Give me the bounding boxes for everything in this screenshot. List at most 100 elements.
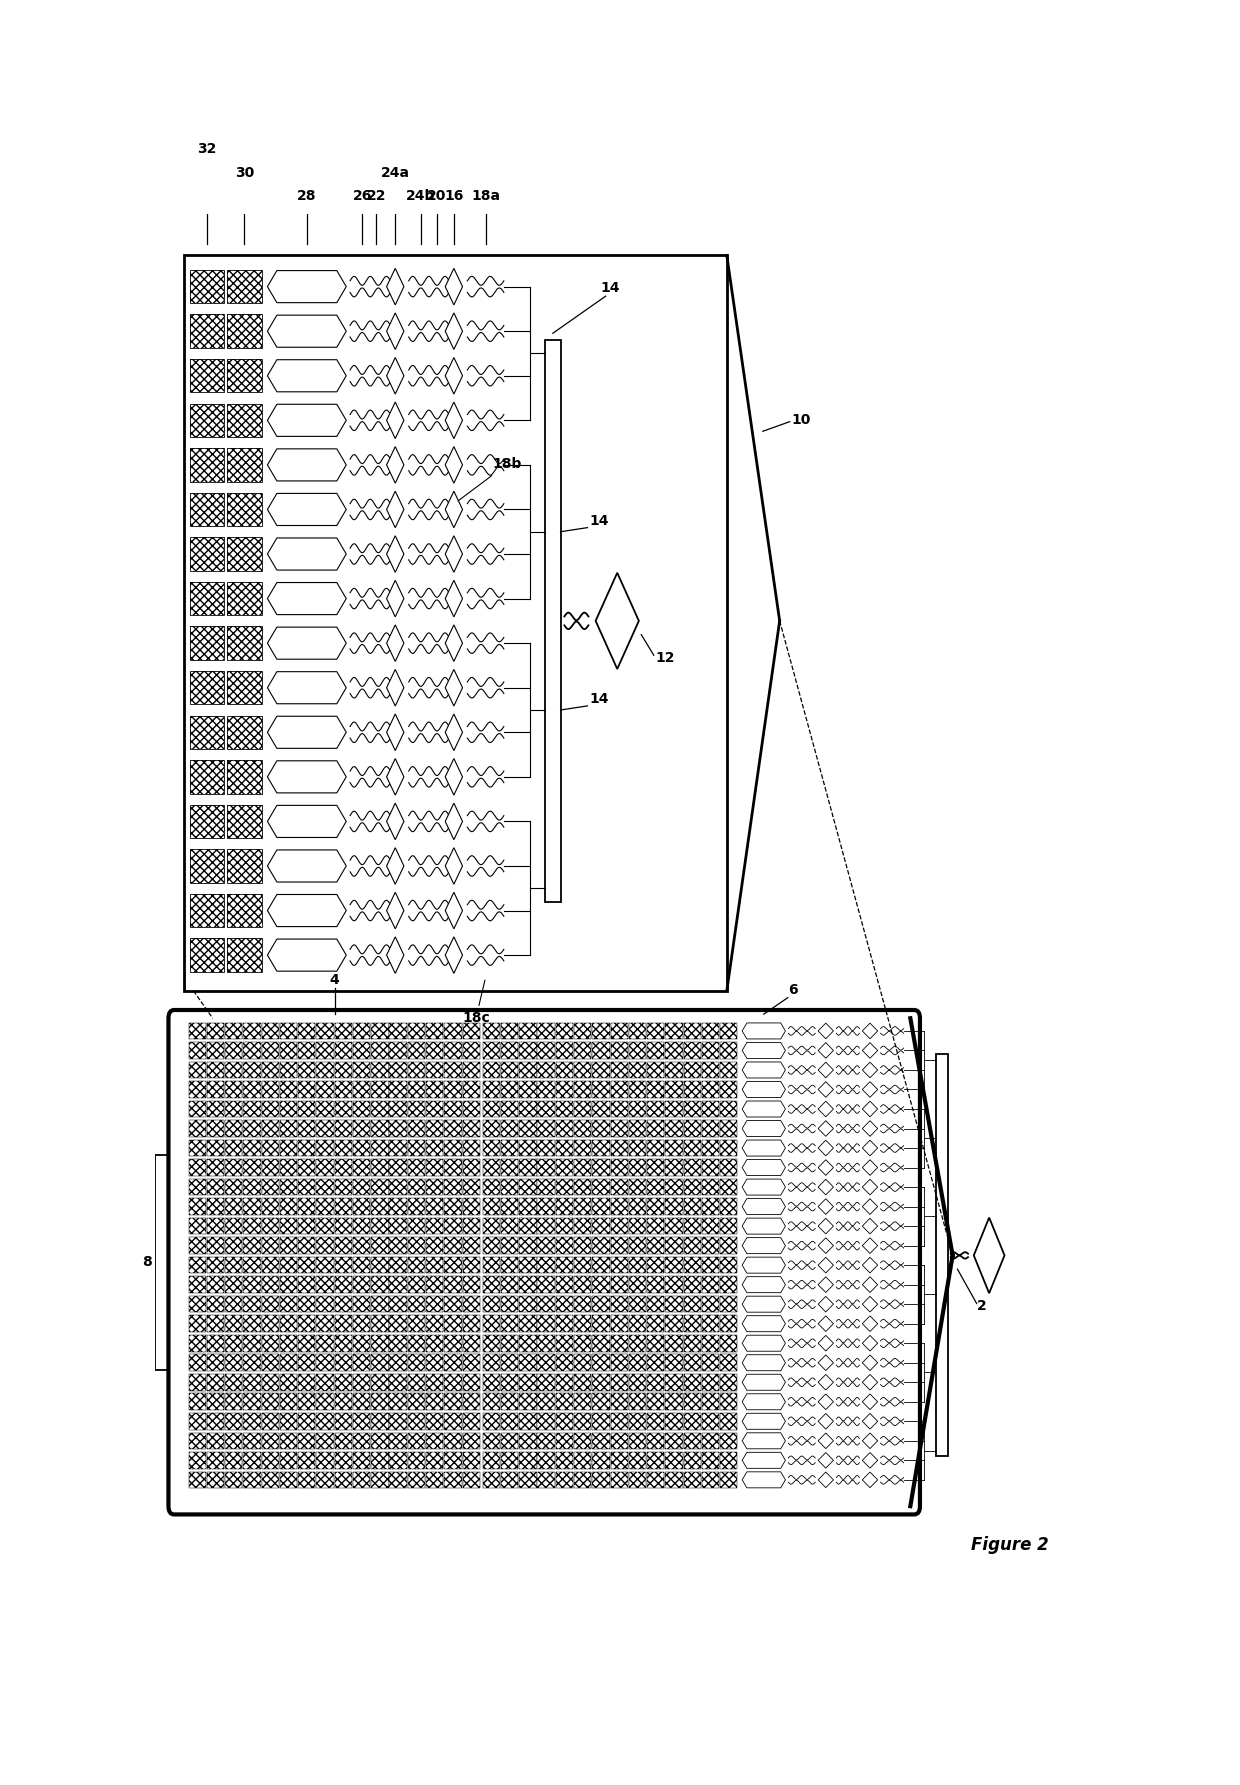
Bar xyxy=(556,1178,573,1196)
Bar xyxy=(226,1198,243,1216)
Polygon shape xyxy=(862,1219,878,1233)
Polygon shape xyxy=(818,1414,833,1430)
Bar xyxy=(444,1471,461,1489)
Polygon shape xyxy=(445,536,463,573)
Bar xyxy=(298,1158,315,1176)
Bar xyxy=(593,1141,610,1157)
Bar xyxy=(188,1433,206,1449)
Bar xyxy=(702,1198,719,1216)
Bar xyxy=(316,1394,334,1410)
Bar xyxy=(298,1394,315,1410)
Bar xyxy=(262,1471,279,1489)
Bar xyxy=(482,1296,500,1312)
Polygon shape xyxy=(818,1237,833,1253)
Bar xyxy=(537,1374,554,1391)
Bar xyxy=(353,1316,371,1332)
Bar xyxy=(408,1237,425,1253)
Bar xyxy=(262,1082,279,1098)
Bar xyxy=(389,1451,407,1469)
Bar xyxy=(702,1042,719,1059)
Bar xyxy=(243,1023,260,1039)
Bar xyxy=(262,1198,279,1216)
Bar xyxy=(408,1451,425,1469)
Bar xyxy=(683,1316,701,1332)
Bar xyxy=(371,1237,388,1253)
Bar xyxy=(501,1296,518,1312)
Bar xyxy=(666,1394,682,1410)
Bar xyxy=(501,1217,518,1235)
Bar xyxy=(335,1355,352,1371)
Bar xyxy=(546,341,560,901)
Bar xyxy=(666,1433,682,1449)
Bar xyxy=(463,1198,480,1216)
Bar xyxy=(298,1335,315,1351)
Bar xyxy=(463,1101,480,1117)
Bar xyxy=(389,1355,407,1371)
Polygon shape xyxy=(743,1082,785,1098)
Bar xyxy=(262,1414,279,1430)
Bar xyxy=(280,1257,298,1273)
Bar xyxy=(298,1257,315,1273)
Bar xyxy=(389,1374,407,1391)
Bar xyxy=(463,1335,480,1351)
Bar xyxy=(427,1433,444,1449)
Bar xyxy=(243,1158,260,1176)
Bar xyxy=(537,1023,554,1039)
Bar xyxy=(501,1101,518,1117)
Bar xyxy=(610,1042,627,1059)
Bar xyxy=(188,1158,206,1176)
Bar xyxy=(520,1451,537,1469)
Bar xyxy=(482,1062,500,1078)
Bar xyxy=(335,1355,352,1371)
Bar xyxy=(702,1158,719,1176)
Bar xyxy=(262,1237,279,1253)
Bar xyxy=(262,1451,279,1469)
Bar xyxy=(593,1316,610,1332)
Bar xyxy=(262,1198,279,1216)
Bar xyxy=(226,1178,243,1196)
Bar xyxy=(371,1355,388,1371)
Bar xyxy=(188,1394,206,1410)
Bar xyxy=(647,1451,665,1469)
Polygon shape xyxy=(818,1042,833,1059)
Bar xyxy=(243,1178,260,1196)
Bar xyxy=(593,1062,610,1078)
Bar xyxy=(408,1433,425,1449)
Bar xyxy=(556,1101,573,1117)
Bar xyxy=(353,1394,371,1410)
Bar xyxy=(593,1374,610,1391)
Bar xyxy=(188,1082,206,1098)
Bar xyxy=(262,1296,279,1312)
Polygon shape xyxy=(743,1394,785,1410)
Bar xyxy=(629,1471,646,1489)
Bar xyxy=(298,1237,315,1253)
Bar xyxy=(647,1414,665,1430)
Polygon shape xyxy=(743,1355,785,1371)
Bar xyxy=(482,1471,500,1489)
Polygon shape xyxy=(818,1394,833,1410)
Bar xyxy=(227,939,262,971)
Bar xyxy=(389,1141,407,1157)
Bar xyxy=(482,1374,500,1391)
Bar xyxy=(427,1023,444,1039)
Bar xyxy=(335,1141,352,1157)
Bar xyxy=(188,1414,206,1430)
Bar xyxy=(280,1217,298,1235)
Bar xyxy=(666,1178,682,1196)
Bar xyxy=(280,1316,298,1332)
Bar xyxy=(188,1276,206,1292)
Bar xyxy=(243,1121,260,1137)
Bar xyxy=(520,1023,537,1039)
Bar xyxy=(427,1121,444,1137)
Bar xyxy=(262,1471,279,1489)
Bar xyxy=(243,1316,260,1332)
Bar xyxy=(444,1374,461,1391)
Bar xyxy=(371,1198,388,1216)
Bar xyxy=(298,1023,315,1039)
Bar xyxy=(666,1433,682,1449)
Bar xyxy=(647,1023,665,1039)
Bar xyxy=(593,1217,610,1235)
Polygon shape xyxy=(268,493,346,525)
Bar xyxy=(720,1141,738,1157)
Bar xyxy=(243,1355,260,1371)
